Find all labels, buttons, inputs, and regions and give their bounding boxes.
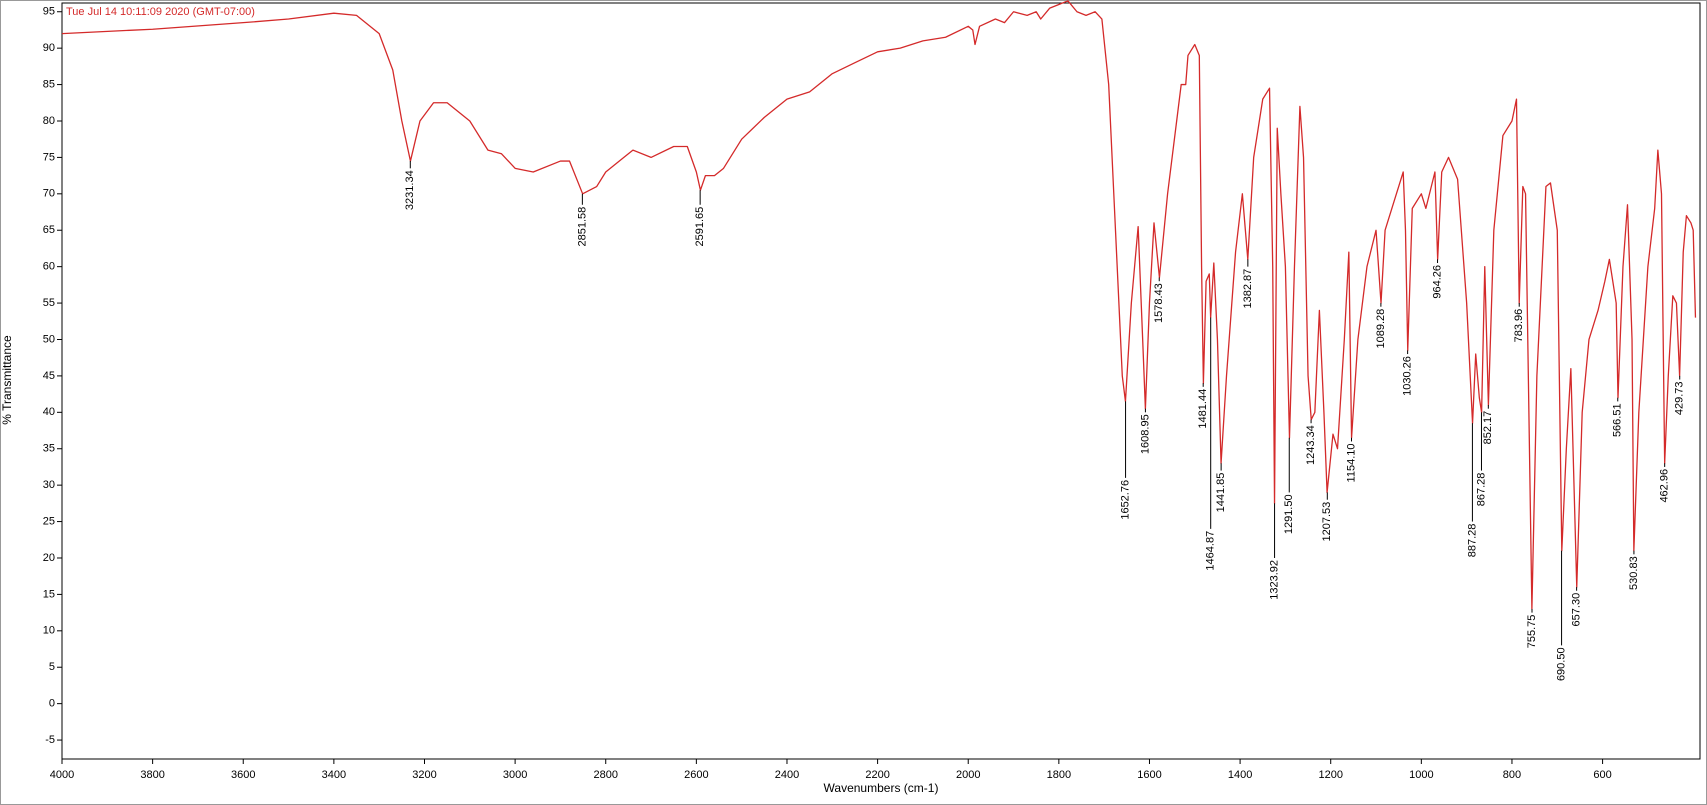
peak-label: 783.96 bbox=[1513, 309, 1525, 343]
peak-label: 657.30 bbox=[1571, 593, 1583, 627]
peak-label: 2591.65 bbox=[694, 207, 706, 247]
y-tick-label: 40 bbox=[43, 406, 55, 418]
peak-label: 429.73 bbox=[1674, 382, 1686, 416]
peak-label: 566.51 bbox=[1612, 403, 1624, 437]
peak-label: 1207.53 bbox=[1321, 502, 1333, 542]
peak-label: 1291.50 bbox=[1283, 494, 1295, 534]
peak-label: 1652.76 bbox=[1120, 480, 1132, 520]
y-tick-label: 15 bbox=[43, 588, 55, 600]
x-tick-label: 600 bbox=[1593, 769, 1611, 781]
x-axis-label: Wavenumbers (cm-1) bbox=[824, 781, 939, 795]
y-tick-label: 60 bbox=[43, 261, 55, 273]
peak-label: 530.83 bbox=[1628, 556, 1640, 590]
y-tick-label: 0 bbox=[49, 698, 55, 710]
peak-label: 1382.87 bbox=[1242, 269, 1254, 309]
x-tick-label: 3800 bbox=[140, 769, 164, 781]
y-tick-label: 65 bbox=[43, 224, 55, 236]
peak-label: 755.75 bbox=[1526, 615, 1538, 649]
y-tick-label: 50 bbox=[43, 333, 55, 345]
peak-label: 1441.85 bbox=[1215, 473, 1227, 513]
x-tick-label: 2400 bbox=[775, 769, 799, 781]
peak-label: 1243.34 bbox=[1305, 425, 1317, 465]
x-tick-label: 4000 bbox=[50, 769, 74, 781]
x-tick-label: 1000 bbox=[1409, 769, 1433, 781]
y-tick-label: 85 bbox=[43, 78, 55, 90]
peak-label: 1464.87 bbox=[1205, 531, 1217, 571]
x-tick-label: 1600 bbox=[1137, 769, 1161, 781]
peak-label: 1089.28 bbox=[1375, 309, 1387, 349]
y-tick-label: 25 bbox=[43, 515, 55, 527]
x-tick-label: 3400 bbox=[322, 769, 346, 781]
y-tick-label: 70 bbox=[43, 188, 55, 200]
x-tick-label: 3600 bbox=[231, 769, 255, 781]
y-tick-label: 45 bbox=[43, 370, 55, 382]
peak-label: 1323.92 bbox=[1269, 560, 1281, 600]
peak-label: 1481.44 bbox=[1197, 389, 1209, 429]
peak-label: 867.28 bbox=[1475, 473, 1487, 507]
x-tick-label: 800 bbox=[1503, 769, 1521, 781]
y-tick-label: 80 bbox=[43, 115, 55, 127]
y-tick-label: 30 bbox=[43, 479, 55, 491]
peak-label: 1608.95 bbox=[1139, 414, 1151, 454]
peak-label: 3231.34 bbox=[404, 170, 416, 210]
x-tick-label: 2000 bbox=[956, 769, 980, 781]
y-tick-label: 90 bbox=[43, 42, 55, 54]
peak-label: 1578.43 bbox=[1153, 283, 1165, 323]
peak-label: 1030.26 bbox=[1402, 356, 1414, 396]
peak-label: 2851.58 bbox=[576, 207, 588, 247]
x-tick-label: 3200 bbox=[412, 769, 436, 781]
peak-label: 887.28 bbox=[1466, 524, 1478, 558]
y-tick-label: 35 bbox=[43, 443, 55, 455]
peak-label: 690.50 bbox=[1556, 647, 1568, 681]
x-tick-label: 1400 bbox=[1228, 769, 1252, 781]
y-tick-label: 95 bbox=[43, 6, 55, 18]
peak-label: 852.17 bbox=[1482, 411, 1494, 445]
y-tick-label: -5 bbox=[45, 734, 55, 746]
y-tick-label: 20 bbox=[43, 552, 55, 564]
y-tick-label: 5 bbox=[49, 661, 55, 673]
x-tick-label: 2600 bbox=[684, 769, 708, 781]
y-axis-label: % Transmittance bbox=[0, 335, 14, 425]
y-tick-label: 10 bbox=[43, 625, 55, 637]
y-tick-label: 75 bbox=[43, 151, 55, 163]
x-tick-label: 2200 bbox=[865, 769, 889, 781]
x-tick-label: 1200 bbox=[1318, 769, 1342, 781]
x-tick-label: 1800 bbox=[1047, 769, 1071, 781]
y-tick-label: 55 bbox=[43, 297, 55, 309]
peak-label: 462.96 bbox=[1659, 469, 1671, 503]
x-tick-label: 3000 bbox=[503, 769, 527, 781]
x-tick-label: 2800 bbox=[593, 769, 617, 781]
peak-label: 964.26 bbox=[1431, 265, 1443, 299]
plot-frame bbox=[61, 2, 1701, 760]
annotation: Tue Jul 14 10:11:09 2020 (GMT-07:00) bbox=[66, 6, 255, 18]
peak-label: 1154.10 bbox=[1345, 444, 1357, 483]
